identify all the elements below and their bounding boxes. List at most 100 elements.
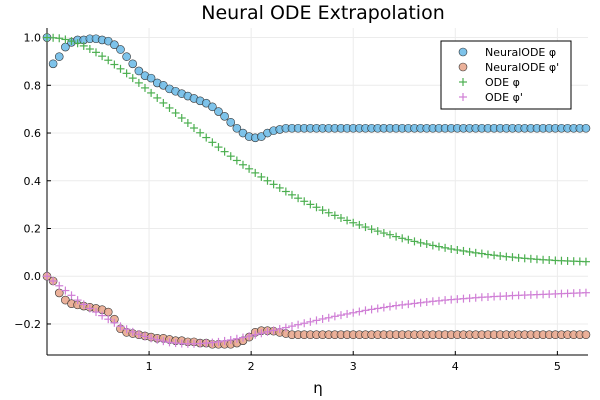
ticks: 1 2 3 4 5 −0.2 0.0 0.2 0.4 0.6 0.8 1.0 (14, 32, 561, 373)
data-point (104, 315, 113, 324)
data-point (238, 160, 247, 169)
series-1 (42, 271, 591, 349)
data-point (128, 327, 137, 336)
data-point (61, 286, 70, 295)
data-point (159, 98, 168, 107)
data-point (67, 291, 76, 300)
data-point (91, 308, 100, 317)
y-tick-label: 0.4 (24, 175, 42, 188)
data-point (232, 156, 241, 165)
legend-marker (458, 62, 468, 72)
data-point (226, 335, 235, 344)
data-point (336, 213, 345, 222)
data-point (422, 240, 431, 249)
data-point (330, 211, 339, 220)
y-tick-label: 0.6 (24, 127, 42, 140)
data-point (294, 194, 303, 203)
data-point (110, 40, 119, 50)
data-point (116, 64, 125, 73)
data-point (220, 147, 229, 156)
data-point (98, 52, 107, 61)
data-point (263, 327, 272, 336)
data-point (202, 133, 211, 142)
data-point (361, 306, 370, 315)
data-point (428, 241, 437, 250)
data-point (220, 112, 229, 121)
legend-label: ODE φ' (485, 91, 523, 104)
y-tick-label: −0.2 (14, 318, 41, 331)
data-point (226, 152, 235, 161)
data-point (404, 300, 413, 309)
data-point (379, 303, 388, 312)
data-point (48, 59, 58, 69)
data-point (373, 227, 382, 236)
data-point (349, 308, 358, 317)
data-point (385, 230, 394, 239)
data-point (257, 172, 266, 181)
data-point (385, 302, 394, 311)
data-point (134, 78, 143, 87)
data-point (324, 313, 333, 322)
data-point (275, 324, 284, 333)
data-point (159, 337, 168, 346)
data-point (214, 337, 223, 346)
data-point (153, 335, 162, 344)
data-point (349, 218, 358, 227)
data-point (422, 298, 431, 307)
data-point (355, 307, 364, 316)
x-tick-label: 1 (146, 360, 153, 373)
data-point (55, 34, 64, 43)
legend-item: ODE φ (459, 76, 520, 89)
data-point (232, 334, 241, 343)
legend-item: NeuralODE φ' (458, 61, 559, 74)
data-point (581, 257, 590, 266)
legend-marker (458, 47, 468, 57)
data-point (367, 225, 376, 234)
data-point (441, 243, 450, 252)
data-point (398, 234, 407, 243)
series-2 (43, 33, 590, 266)
data-point (208, 138, 217, 147)
data-point (318, 314, 327, 323)
data-point (146, 73, 156, 83)
data-point (294, 320, 303, 329)
data-point (269, 180, 278, 189)
data-point (147, 334, 156, 343)
data-point (459, 246, 468, 255)
data-point (171, 108, 180, 117)
data-point (416, 238, 425, 247)
data-point (208, 102, 217, 112)
data-point (73, 39, 82, 48)
data-point (287, 322, 296, 331)
data-point (214, 107, 223, 116)
data-point (128, 74, 137, 83)
legend-marker (459, 93, 467, 101)
data-point (153, 93, 162, 102)
data-point (128, 59, 138, 69)
y-tick-label: 1.0 (24, 32, 42, 45)
data-point (55, 281, 64, 290)
data-point (43, 272, 51, 281)
data-point (226, 117, 236, 127)
data-point (410, 237, 419, 246)
data-point (392, 232, 401, 241)
chart-title: Neural ODE Extrapolation (201, 2, 445, 24)
data-point (122, 52, 131, 61)
data-point (251, 168, 260, 177)
legend-marker (459, 78, 467, 86)
data-point (110, 318, 119, 327)
data-point (103, 307, 113, 317)
data-point (67, 37, 76, 46)
data-point (177, 113, 186, 122)
legend-item: ODE φ' (459, 91, 523, 104)
data-point (300, 197, 309, 206)
data-point (465, 247, 474, 256)
data-point (140, 83, 149, 92)
plot-area (42, 33, 591, 349)
data-point (398, 300, 407, 309)
data-point (410, 299, 419, 308)
data-point (220, 336, 229, 345)
series-3 (43, 272, 590, 348)
data-point (483, 250, 492, 259)
